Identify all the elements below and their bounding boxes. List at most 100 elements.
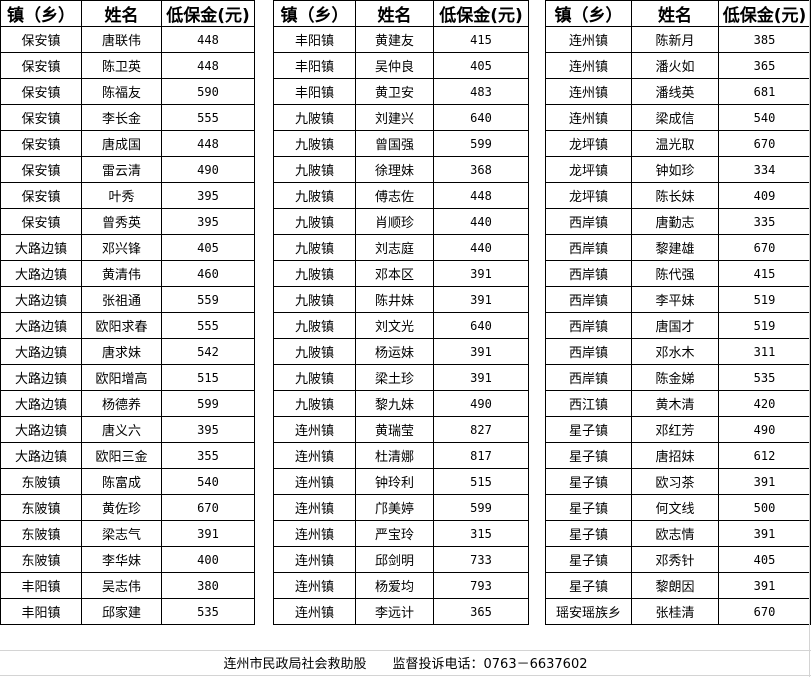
cell-amount: 311	[718, 338, 811, 365]
cell-name: 唐成国	[81, 130, 162, 157]
cell-name: 黄瑞莹	[355, 416, 434, 443]
cell-name: 黄木清	[631, 390, 719, 417]
table-row: 连州镇 邝美婷 599	[273, 494, 529, 521]
cell-town: 九陂镇	[273, 182, 356, 209]
table-row: 东陂镇 李华妹 400	[0, 546, 255, 573]
cell-name: 黎九妹	[355, 390, 434, 417]
cell-town: 连州镇	[273, 468, 356, 495]
cell-town: 西岸镇	[545, 364, 632, 391]
table-row: 龙坪镇 陈长妹 409	[545, 182, 811, 209]
cell-town: 保安镇	[0, 208, 82, 235]
cell-town: 龙坪镇	[545, 130, 632, 157]
cell-amount: 391	[161, 520, 255, 547]
cell-amount: 490	[718, 416, 811, 443]
cell-town: 星子镇	[545, 520, 632, 547]
table-row: 星子镇 唐招妹 612	[545, 442, 811, 469]
cell-town: 星子镇	[545, 468, 632, 495]
cell-town: 连州镇	[273, 442, 356, 469]
cell-amount: 415	[718, 260, 811, 287]
table-row: 连州镇 潘火如 365	[545, 52, 811, 79]
cell-name: 梁成信	[631, 104, 719, 131]
cell-amount: 500	[718, 494, 811, 521]
cell-amount: 670	[718, 130, 811, 157]
cell-town: 丰阳镇	[273, 26, 356, 53]
cell-town: 龙坪镇	[545, 182, 632, 209]
cell-name: 黎朗因	[631, 572, 719, 599]
cell-amount: 827	[433, 416, 529, 443]
cell-town: 星子镇	[545, 494, 632, 521]
cell-name: 潘火如	[631, 52, 719, 79]
cell-amount: 535	[161, 598, 255, 625]
table-row: 大路边镇 唐求妹 542	[0, 338, 255, 365]
cell-town: 连州镇	[273, 494, 356, 521]
cell-name: 欧阳增高	[81, 364, 162, 391]
cell-name: 李平妹	[631, 286, 719, 313]
cell-name: 叶秀	[81, 182, 162, 209]
cell-amount: 540	[718, 104, 811, 131]
cell-name: 邓兴锋	[81, 234, 162, 261]
table-row: 东陂镇 黄佐珍 670	[0, 494, 255, 521]
table-row: 连州镇 杜清娜 817	[273, 442, 529, 469]
cell-amount: 490	[433, 390, 529, 417]
header-town: 镇（乡）	[0, 0, 82, 27]
cell-amount: 559	[161, 286, 255, 313]
cell-amount: 670	[161, 494, 255, 521]
cell-amount: 448	[433, 182, 529, 209]
table-row: 龙坪镇 温光取 670	[545, 130, 811, 157]
grid-line	[0, 675, 811, 676]
cell-amount: 640	[433, 312, 529, 339]
cell-name: 吴志伟	[81, 572, 162, 599]
cell-town: 连州镇	[545, 78, 632, 105]
cell-amount: 440	[433, 208, 529, 235]
benefit-table-1: 镇（乡） 姓名 低保金(元) 保安镇 唐联伟 448 保安镇 陈卫英 448 保安镇 陈福友 5…	[0, 0, 255, 625]
cell-name: 欧志情	[631, 520, 719, 547]
cell-name: 温光取	[631, 130, 719, 157]
table-row: 保安镇 陈福友 590	[0, 78, 255, 105]
cell-name: 曾国强	[355, 130, 434, 157]
cell-town: 九陂镇	[273, 156, 356, 183]
table-row: 连州镇 陈新月 385	[545, 26, 811, 53]
cell-town: 丰阳镇	[0, 572, 82, 599]
cell-town: 保安镇	[0, 104, 82, 131]
table-row: 丰阳镇 邱家建 535	[0, 598, 255, 625]
header-name: 姓名	[631, 0, 719, 27]
cell-name: 杨德养	[81, 390, 162, 417]
cell-amount: 391	[433, 338, 529, 365]
cell-town: 保安镇	[0, 130, 82, 157]
cell-amount: 555	[161, 104, 255, 131]
table-row: 保安镇 叶秀 395	[0, 182, 255, 209]
table-row: 龙坪镇 钟如珍 334	[545, 156, 811, 183]
cell-amount: 415	[433, 26, 529, 53]
table-row: 大路边镇 杨德养 599	[0, 390, 255, 417]
table-row: 西岸镇 李平妹 519	[545, 286, 811, 313]
cell-town: 九陂镇	[273, 312, 356, 339]
cell-town: 大路边镇	[0, 312, 82, 339]
cell-name: 雷云清	[81, 156, 162, 183]
cell-town: 东陂镇	[0, 468, 82, 495]
table-row: 瑶安瑶族乡 张桂清 670	[545, 598, 811, 625]
table-row: 九陂镇 梁土珍 391	[273, 364, 529, 391]
cell-name: 杨爱均	[355, 572, 434, 599]
cell-amount: 612	[718, 442, 811, 469]
cell-town: 连州镇	[545, 26, 632, 53]
cell-name: 张桂清	[631, 598, 719, 625]
cell-town: 丰阳镇	[273, 78, 356, 105]
table-row: 连州镇 李远计 365	[273, 598, 529, 625]
cell-amount: 380	[161, 572, 255, 599]
cell-name: 钟如珍	[631, 156, 719, 183]
table-header-row: 镇（乡） 姓名 低保金(元)	[0, 0, 255, 27]
cell-town: 连州镇	[273, 416, 356, 443]
cell-amount: 368	[433, 156, 529, 183]
cell-name: 唐义六	[81, 416, 162, 443]
cell-town: 东陂镇	[0, 520, 82, 547]
cell-amount: 391	[433, 260, 529, 287]
table-row: 九陂镇 陈井妹 391	[273, 286, 529, 313]
cell-amount: 793	[433, 572, 529, 599]
cell-amount: 599	[433, 130, 529, 157]
cell-name: 吴仲良	[355, 52, 434, 79]
footer-contact: 连州市民政局社会救助股 监督投诉电话：0763－6637602	[223, 657, 588, 672]
table-row: 九陂镇 杨运妹 391	[273, 338, 529, 365]
cell-town: 九陂镇	[273, 390, 356, 417]
table-row: 星子镇 邓红芳 490	[545, 416, 811, 443]
cell-amount: 490	[161, 156, 255, 183]
